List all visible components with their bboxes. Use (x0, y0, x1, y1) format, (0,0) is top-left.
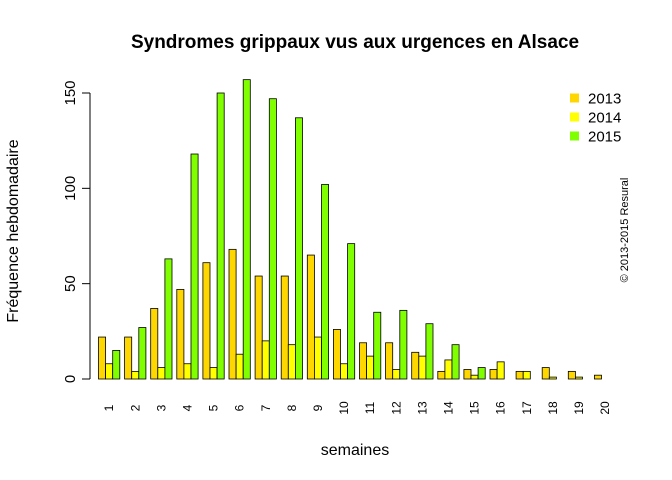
bar-2015-week-6 (242, 79, 251, 380)
y-tick-label: 50 (62, 275, 79, 292)
bar-2014-week-8 (287, 344, 296, 380)
bar-2013-week-7 (254, 275, 263, 380)
bar-2015-week-15 (477, 367, 486, 380)
bar-2013-week-18 (541, 367, 550, 380)
bar-2013-week-2 (124, 336, 133, 380)
x-tick-label: 1 (102, 404, 116, 411)
x-tick-label: 10 (337, 401, 351, 415)
x-tick-label: 18 (546, 401, 560, 415)
bar-2015-week-9 (321, 184, 329, 380)
x-tick-label: 6 (233, 404, 247, 411)
bar-2014-week-9 (313, 336, 322, 380)
bar-2013-week-12 (385, 342, 394, 380)
x-tick-label: 2 (128, 404, 142, 411)
bar-2013-week-10 (332, 329, 341, 380)
bar-2013-week-20 (594, 374, 602, 380)
legend-swatch-2013 (570, 93, 579, 103)
x-tick-label: 14 (441, 401, 455, 415)
bar-2013-week-9 (306, 254, 315, 380)
x-tick-label: 7 (259, 404, 273, 411)
x-tick-label: 4 (180, 404, 194, 411)
bar-2013-week-16 (489, 369, 498, 380)
chart-title: Syndromes grippaux vus aux urgences en A… (131, 32, 579, 53)
y-axis-label: Fréquence hebdomadaire (5, 139, 22, 322)
bar-2013-week-17 (515, 370, 524, 380)
legend-swatch-2015 (570, 131, 579, 141)
x-tick-label: 3 (154, 404, 168, 411)
y-tick-label: 0 (62, 375, 79, 383)
bar-2015-week-12 (399, 309, 408, 380)
bar-2014-week-2 (131, 370, 140, 380)
bar-2014-week-4 (183, 363, 192, 380)
bar-2014-week-12 (392, 369, 401, 380)
x-tick-label: 13 (415, 401, 429, 415)
legend: 2013 2014 2015 (570, 91, 621, 146)
legend-swatch-2014 (570, 112, 579, 122)
x-tick-label: 19 (572, 401, 586, 415)
bars (98, 79, 602, 380)
bar-2013-week-13 (411, 351, 420, 380)
x-tick-label: 8 (285, 404, 299, 411)
legend-label-2015: 2015 (588, 129, 621, 146)
x-tick-label: 9 (311, 404, 325, 411)
x-axis-ticks: 1 2 3 4 5 6 7 8 9 10 11 12 13 14 15 16 17 18 19 20 (102, 401, 612, 415)
copyright-annotation: © 2013-2015 Resural (619, 178, 631, 283)
bar-2015-week-5 (216, 92, 225, 380)
bar-2015-week-4 (190, 153, 199, 380)
bar-2015-week-13 (425, 323, 434, 380)
bar-2013-week-4 (176, 288, 185, 380)
bar-2014-week-13 (418, 355, 427, 380)
bar-2015-week-14 (451, 344, 460, 380)
bar-2013-week-19 (567, 370, 576, 380)
bar-2014-week-19 (575, 376, 583, 380)
bar-2014-week-6 (235, 353, 244, 380)
bar-2015-week-7 (268, 98, 277, 380)
bar-2013-week-6 (228, 248, 237, 380)
bar-2014-week-16 (496, 361, 505, 380)
bar-2015-week-8 (294, 117, 303, 380)
x-tick-label: 17 (520, 401, 534, 415)
bar-2014-week-17 (522, 370, 531, 380)
x-tick-label: 15 (468, 401, 482, 415)
bar-2015-week-11 (373, 311, 382, 380)
bar-2013-week-15 (463, 369, 472, 380)
bar-2014-week-18 (548, 376, 557, 380)
bar-2015-week-1 (112, 349, 121, 380)
bar-2013-week-11 (359, 342, 367, 380)
bar-2014-week-5 (209, 367, 218, 380)
bar-2015-week-10 (347, 243, 356, 380)
bar-2013-week-1 (98, 336, 106, 380)
x-axis-label: semaines (321, 442, 389, 459)
bar-2014-week-11 (366, 355, 375, 380)
bar-2014-week-15 (470, 374, 479, 380)
bar-2013-week-5 (202, 262, 211, 380)
y-tick-label: 150 (62, 80, 79, 105)
bar-2014-week-1 (105, 363, 114, 380)
x-tick-label: 11 (363, 401, 377, 414)
x-tick-label: 5 (207, 404, 221, 411)
bar-2014-week-10 (340, 363, 348, 380)
bar-2013-week-8 (280, 275, 289, 380)
y-tick-label: 100 (62, 176, 79, 201)
x-tick-label: 16 (494, 401, 508, 415)
bar-2013-week-3 (150, 308, 159, 380)
x-tick-label: 12 (389, 401, 403, 415)
bar-2014-week-7 (261, 340, 270, 380)
bar-2013-week-14 (437, 370, 446, 380)
y-axis: 0 50 100 150 (62, 80, 91, 383)
bar-2015-week-3 (164, 258, 173, 380)
bar-2014-week-3 (157, 367, 166, 380)
legend-label-2013: 2013 (588, 91, 621, 108)
bar-2015-week-2 (138, 327, 147, 380)
legend-label-2014: 2014 (588, 110, 621, 127)
x-tick-label: 20 (598, 401, 612, 415)
bar-2014-week-14 (444, 359, 453, 380)
